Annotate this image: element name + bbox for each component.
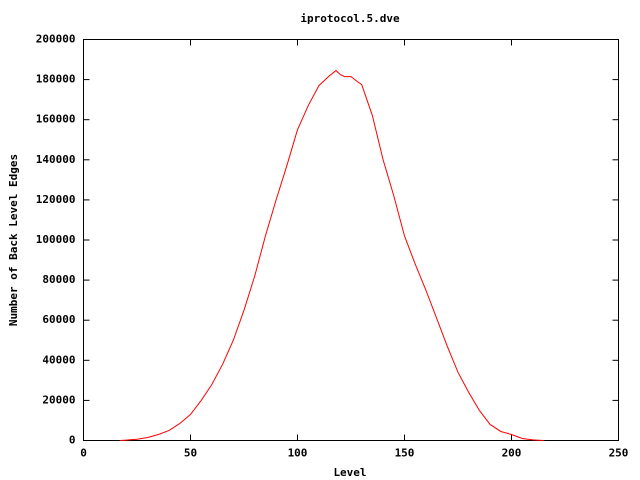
y-tick-label: 0 [69,434,76,447]
x-tick-label: 150 [395,447,415,460]
y-tick-label: 160000 [36,113,76,126]
y-tick-label: 180000 [36,73,76,86]
x-tick-label: 0 [80,447,87,460]
y-tick-label: 80000 [42,273,75,286]
x-tick-label: 100 [288,447,308,460]
y-tick-label: 60000 [42,313,75,326]
y-tick-label: 200000 [36,33,76,46]
data-line [119,69,544,441]
y-tick-label: 120000 [36,193,76,206]
x-tick-label: 200 [502,447,522,460]
y-axis-label: Number of Back Level Edges [7,154,20,326]
y-tick-label: 140000 [36,153,76,166]
y-tick-label: 20000 [42,393,75,406]
chart-title: iprotocol.5.dve [300,12,400,25]
y-tick-label: 100000 [36,233,76,246]
x-axis-label: Level [333,466,366,479]
x-tick-label: 50 [184,447,197,460]
x-tick-label: 250 [609,447,629,460]
y-tick-label: 40000 [42,353,75,366]
